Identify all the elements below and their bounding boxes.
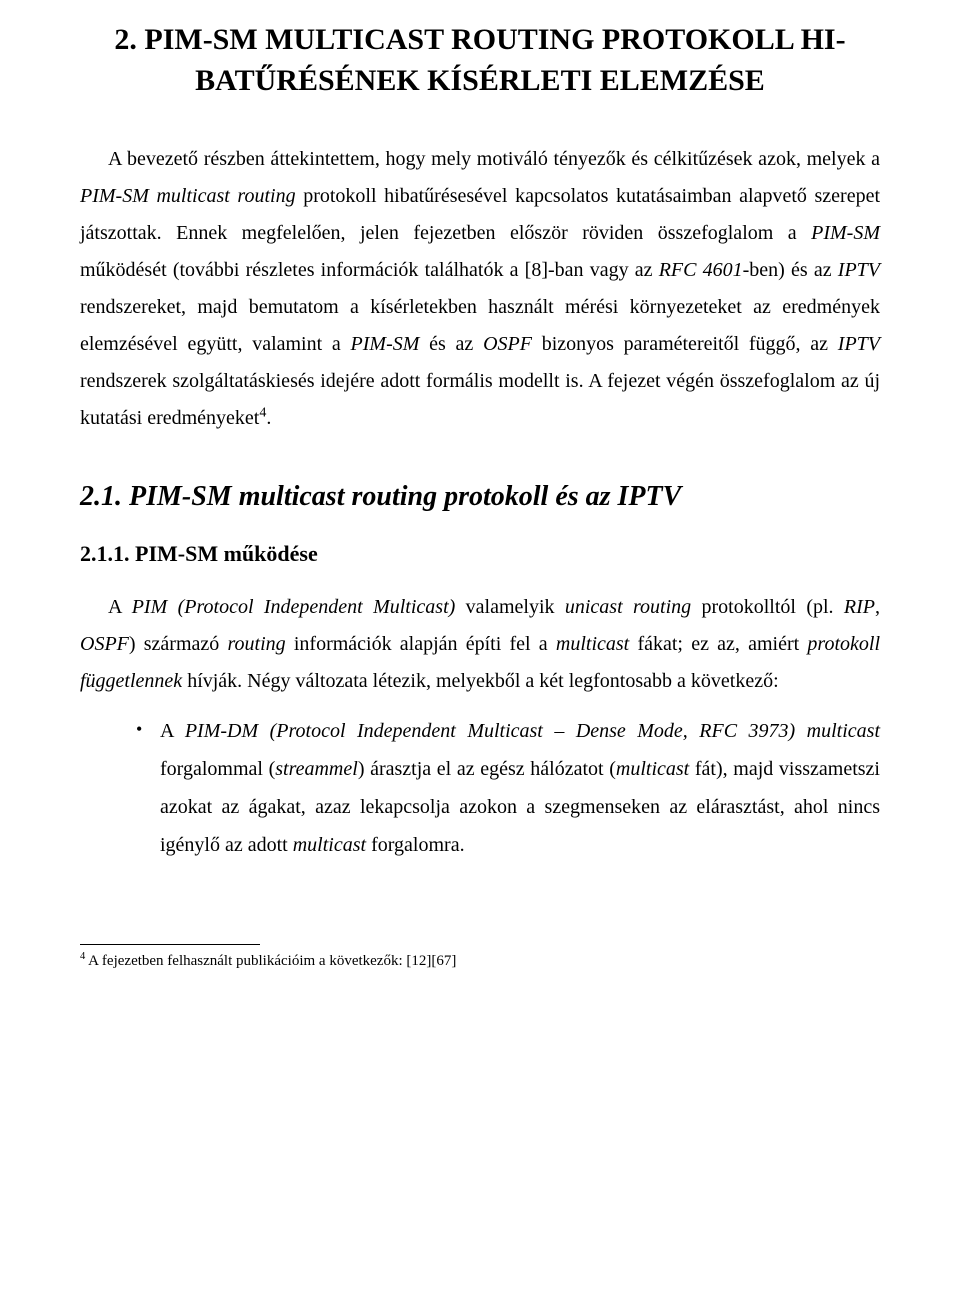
- body-em1: PIM (Protocol Independent Multicast): [132, 596, 456, 618]
- body-t6: ,: [875, 596, 880, 618]
- intro-paragraph: A bevezető részben áttekintettem, hogy m…: [80, 141, 880, 437]
- intro-t6: -ben) és az: [743, 259, 838, 281]
- intro-em1: PIM-SM multicast routing: [80, 185, 296, 207]
- body-t0: A: [108, 596, 132, 618]
- bullet-em5: multicast: [616, 758, 689, 780]
- intro-t0: A bevezető részben áttekintettem, hogy m…: [108, 148, 880, 170]
- body-paragraph: A PIM (Protocol Independent Multicast) v…: [80, 589, 880, 700]
- intro-em11: OSPF: [483, 333, 532, 355]
- intro-suffix: .: [266, 407, 271, 429]
- bullet-t4: ) árasztja el az egész hálózatot (: [358, 758, 616, 780]
- intro-em3: PIM-SM: [811, 222, 880, 244]
- section-title: 2.1. PIM-SM multicast routing protokoll …: [80, 481, 880, 513]
- intro-em13: IPTV: [838, 333, 880, 355]
- section-title-text: PIM-SM multicast routing protokoll és az…: [129, 481, 681, 512]
- chapter-title-line2: BATŰRÉSÉNEK KÍSÉRLETI ELEMZÉSE: [80, 61, 880, 102]
- intro-t14: rendszerek szolgáltatáskiesés idejére ad…: [80, 370, 880, 429]
- body-em11: multicast: [556, 633, 629, 655]
- subsection-title: 2.1.1. PIM-SM működése: [80, 541, 880, 567]
- bullet-list: A PIM-DM (Protocol Independent Multicast…: [80, 712, 880, 864]
- chapter-title: 2. PIM-SM MULTICAST ROUTING PROTOKOLL HI…: [80, 20, 880, 101]
- bullet-em7: multicast: [293, 834, 366, 856]
- body-em7: OSPF: [80, 633, 129, 655]
- subsection-title-text: PIM-SM működése: [135, 541, 318, 566]
- intro-t10: és az: [419, 333, 483, 355]
- section-number: 2.1.: [80, 481, 122, 512]
- bullet-t0: A: [160, 720, 185, 742]
- subsection-number: 2.1.1.: [80, 541, 130, 566]
- chapter-title-text-1: PIM-SM MULTICAST ROUTING PROTOKOLL HI-: [144, 23, 845, 56]
- bullet-t8: forgalomra.: [366, 834, 465, 856]
- bullet-em1: PIM-DM (Protocol Independent Multicast –…: [185, 720, 880, 742]
- body-t12: fákat; ez az, amiért: [629, 633, 807, 655]
- intro-t12: bizonyos paramétereitől függő, az: [532, 333, 838, 355]
- intro-em5: RFC 4601: [659, 259, 743, 281]
- body-em9: routing: [227, 633, 285, 655]
- body-t4: protokolltól (pl.: [691, 596, 844, 618]
- chapter-title-line1: 2. PIM-SM MULTICAST ROUTING PROTOKOLL HI…: [80, 20, 880, 61]
- intro-em7: IPTV: [838, 259, 880, 281]
- page-container: 2. PIM-SM MULTICAST ROUTING PROTOKOLL HI…: [0, 0, 960, 1012]
- body-em5: RIP: [844, 596, 875, 618]
- body-t2: valamelyik: [455, 596, 565, 618]
- intro-em9: PIM-SM: [351, 333, 420, 355]
- intro-t4: működését (további részletes információk…: [80, 259, 659, 281]
- body-em3: unicast routing: [565, 596, 691, 618]
- body-t14: hívják. Négy változata létezik, melyekbő…: [182, 670, 778, 692]
- footnote-divider: [80, 944, 260, 945]
- footnote: 4 A fejezetben felhasznált publikációim …: [80, 951, 880, 972]
- body-t8: ) származó: [129, 633, 228, 655]
- chapter-number: 2.: [114, 23, 137, 56]
- bullet-em3: streammel: [275, 758, 358, 780]
- list-item: A PIM-DM (Protocol Independent Multicast…: [136, 712, 880, 864]
- body-t10: információk alapján építi fel a: [286, 633, 556, 655]
- footnote-text: A fejezetben felhasznált publikációim a …: [85, 953, 456, 969]
- bullet-t2: forgalommal (: [160, 758, 275, 780]
